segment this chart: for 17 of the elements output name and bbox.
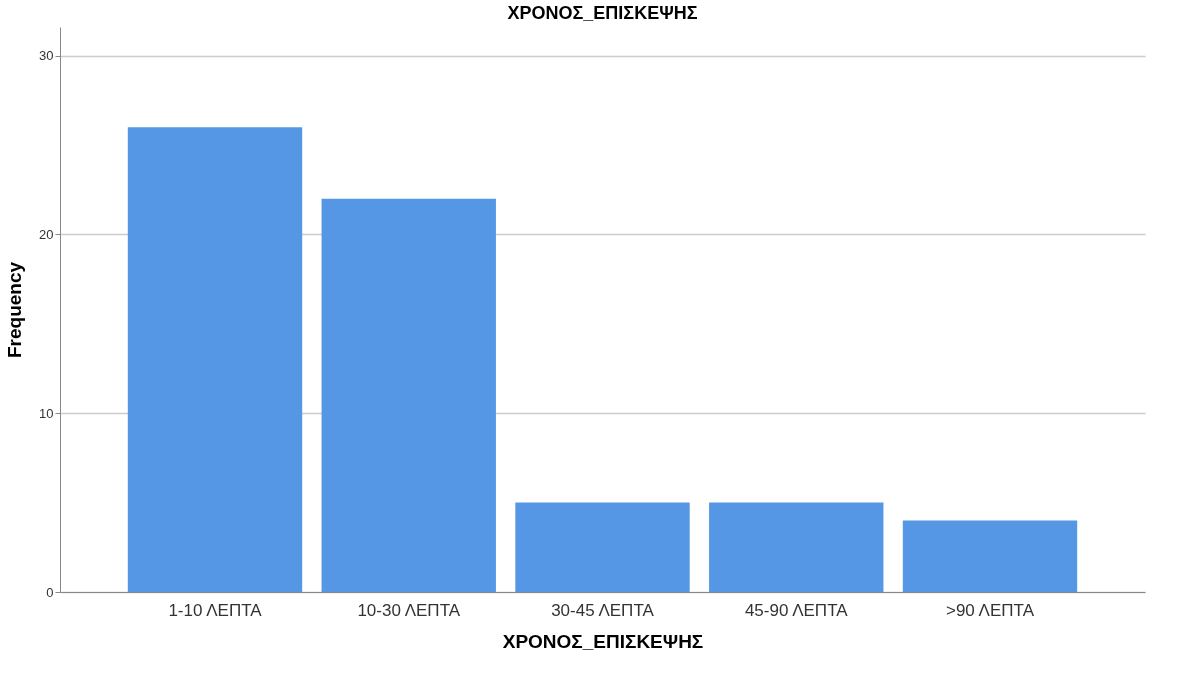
- x-tick-label: 30-45 ΛΕΠΤΑ: [551, 600, 655, 620]
- y-tick-label: 20: [39, 226, 54, 242]
- y-tick-label: 30: [39, 48, 54, 64]
- x-tick-label: 1-10 ΛΕΠΤΑ: [168, 600, 263, 620]
- x-tick-label: 10-30 ΛΕΠΤΑ: [357, 600, 461, 620]
- bar: [127, 127, 303, 592]
- x-tick-label: 45-90 ΛΕΠΤΑ: [744, 600, 849, 620]
- x-tick-label: >90 ΛΕΠΤΑ: [945, 600, 1035, 620]
- bar: [709, 502, 884, 592]
- chart-title: ΧΡΟΝΟΣ_ΕΠΙΣΚΕΨΗΣ: [507, 3, 698, 23]
- x-axis-title: ΧΡΟΝΟΣ_ΕΠΙΣΚΕΨΗΣ: [502, 630, 704, 652]
- y-tick-label: 10: [39, 405, 54, 421]
- y-tick-label: 0: [46, 584, 54, 600]
- bar: [902, 520, 1078, 592]
- bar: [515, 502, 690, 592]
- y-axis-title: Frequency: [4, 261, 26, 359]
- bar: [321, 198, 496, 592]
